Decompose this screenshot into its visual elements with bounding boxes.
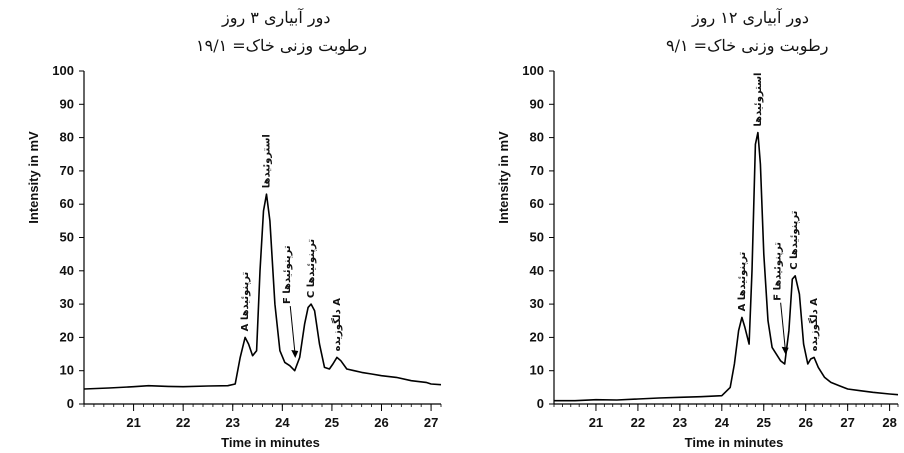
- left-x-tick-label: 27: [424, 415, 438, 430]
- left-y-axis-title: Intensity in mV: [26, 131, 41, 224]
- right-title-line-1: دور آبیاری ۱۲ روز: [692, 8, 810, 27]
- right-plot: 0 10 20 30 40 50 60 70 80 90 100 21 22 23 24 25 26 27 28 Ti…: [496, 63, 899, 450]
- right-y-tick-label: 0: [537, 396, 544, 411]
- right-y-tick-label: 80: [530, 130, 544, 145]
- right-x-tick-label: 27: [840, 415, 854, 430]
- left-peak-label: استروئیدها: [261, 134, 272, 188]
- left-x-tick-label: 25: [325, 415, 339, 430]
- right-x-tick-label: 25: [757, 415, 771, 430]
- right-x-axis-title: Time in minutes: [685, 435, 784, 450]
- left-x-tick-label: 21: [126, 415, 140, 430]
- left-y-tick-label: 80: [60, 130, 74, 145]
- left-y-tick-label: 60: [60, 196, 74, 211]
- right-peak-label: C ترپنوئیدها: [789, 210, 800, 269]
- right-y-tick-label: 100: [522, 63, 544, 78]
- left-y-tick-label: 0: [67, 396, 74, 411]
- left-y-tick-label: 50: [60, 230, 74, 245]
- left-peak-arrow-head: [291, 350, 299, 359]
- right-peak-arrow-head: [781, 346, 789, 355]
- right-x-tick-label: 24: [715, 415, 730, 430]
- right-y-tick-label: 70: [530, 163, 544, 178]
- left-x-axis-title: Time in minutes: [221, 435, 320, 450]
- right-y-tick-label: 30: [530, 296, 544, 311]
- right-y-tick-label: 20: [530, 329, 544, 344]
- right-x-tick-label: 21: [589, 415, 603, 430]
- right-peak-label: دلگوزیده A: [807, 298, 820, 352]
- right-chromatogram-line: [554, 131, 899, 402]
- left-peak-label: F ترپنوئیدها: [282, 245, 293, 304]
- left-y-tick-label: 100: [52, 63, 74, 78]
- right-peak-label: استروئیدها: [753, 73, 764, 127]
- left-title-line-2: رطوبت وزنی خاک= ۱۹/۱: [196, 36, 368, 55]
- left-chromatogram-line: [83, 193, 442, 390]
- right-x-tick-label: 28: [882, 415, 896, 430]
- right-x-tick-label: 23: [673, 415, 687, 430]
- left-peak-label: A ترپنوئیدها: [240, 272, 251, 332]
- right-x-tick-label: 26: [798, 415, 812, 430]
- left-peak-label: C ترپنوئیدها: [306, 239, 317, 298]
- left-y-tick-label: 70: [60, 163, 74, 178]
- right-y-tick-label: 50: [530, 230, 544, 245]
- left-x-tick-label: 26: [374, 415, 388, 430]
- left-y-tick-label: 30: [60, 296, 74, 311]
- right-x-tick-label: 22: [631, 415, 645, 430]
- right-y-tick-label: 10: [530, 363, 544, 378]
- left-y-tick-label: 40: [60, 263, 74, 278]
- right-y-tick-label: 90: [530, 96, 544, 111]
- right-y-axis-title: Intensity in mV: [496, 131, 511, 224]
- left-plot: 0 10 20 30 40 50 60 70 80 90 100 21 22 23 24 25 26 27 Time…: [26, 63, 442, 450]
- left-x-tick-label: 22: [176, 415, 190, 430]
- right-peak-label: A ترپنوئیدها: [737, 252, 748, 312]
- right-y-tick-label: 60: [530, 196, 544, 211]
- right-peak-label: F ترپنوئیدها: [773, 242, 784, 301]
- left-y-tick-label: 90: [60, 96, 74, 111]
- left-y-tick-label: 10: [60, 363, 74, 378]
- left-peak-label: دلگوزیده A: [330, 298, 343, 352]
- right-peak-arrow: [780, 302, 787, 353]
- left-x-tick-label: 23: [226, 415, 240, 430]
- left-peak-arrow: [289, 305, 296, 357]
- right-y-tick-label: 40: [530, 263, 544, 278]
- left-x-tick-label: 24: [275, 415, 290, 430]
- left-title-line-1: دور آبیاری ۳ روز: [222, 8, 331, 27]
- left-y-tick-label: 20: [60, 329, 74, 344]
- right-title-line-2: رطوبت وزنی خاک= ۹/۱: [666, 36, 829, 55]
